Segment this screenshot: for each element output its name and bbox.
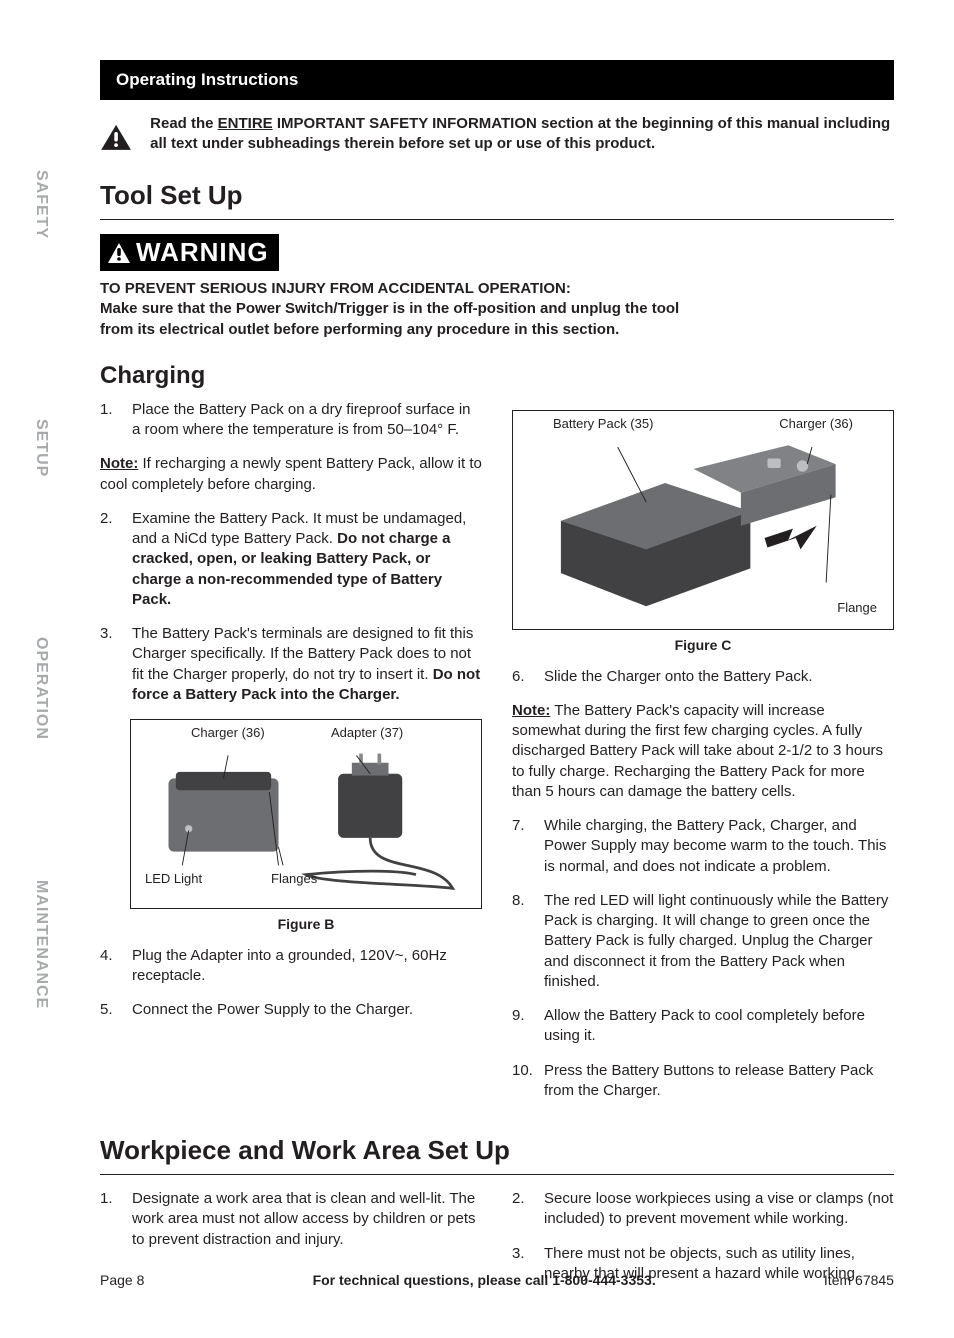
- safety-read-pre: Read the: [150, 115, 218, 132]
- list-item: 1.Place the Battery Pack on a dry firepr…: [100, 400, 482, 441]
- side-tabs: SAFETY SETUP OPERATION MAINTENANCE: [20, 170, 50, 1010]
- note-2: Note: The Battery Pack's capacity will i…: [512, 701, 894, 802]
- charging-left-col: 1.Place the Battery Pack on a dry firepr…: [100, 400, 482, 1115]
- step-num: 10.: [512, 1061, 534, 1102]
- safety-read-entire: ENTIRE: [218, 115, 273, 132]
- figure-c-svg: [523, 421, 883, 621]
- note-label: Note:: [512, 702, 550, 719]
- step-text: While charging, the Battery Pack, Charge…: [544, 816, 894, 877]
- step-num: 1.: [100, 1189, 122, 1250]
- workpiece-left-steps: 1.Designate a work area that is clean an…: [100, 1189, 482, 1250]
- charging-right-col: Battery Pack (35) Charger (36): [512, 400, 894, 1115]
- figc-battery-label: Battery Pack (35): [553, 415, 653, 433]
- footer-page: Page 8: [100, 1272, 144, 1288]
- step-num: 1.: [100, 400, 122, 441]
- charging-right-steps-1: 6. Slide the Charger onto the Battery Pac…: [512, 667, 894, 687]
- side-tab-operation: OPERATION: [20, 637, 50, 740]
- footer-phone: For technical questions, please call 1-8…: [313, 1272, 656, 1288]
- charging-right-steps-2: 7.While charging, the Battery Pack, Char…: [512, 816, 894, 1101]
- figc-charger-label: Charger (36): [779, 415, 853, 433]
- side-tab-setup: SETUP: [20, 419, 50, 477]
- list-item: 2.Examine the Battery Pack. It must be u…: [100, 509, 482, 610]
- warning-triangle-icon: [106, 241, 132, 265]
- list-item: 6. Slide the Charger onto the Battery Pac…: [512, 667, 894, 687]
- safety-read-row: Read the ENTIRE IMPORTANT SAFETY INFORMA…: [100, 114, 894, 162]
- warning-badge: WARNING: [100, 234, 279, 271]
- list-item: 8.The red LED will light continuously wh…: [512, 891, 894, 992]
- step-num: 2.: [100, 509, 122, 610]
- step-text-a: The Battery Pack's terminals are designe…: [132, 625, 473, 683]
- alert-triangle-icon: [100, 114, 132, 162]
- step-text: Secure loose workpieces using a vise or …: [544, 1189, 894, 1230]
- side-tab-maintenance: MAINTENANCE: [20, 880, 50, 1009]
- step-text: Press the Battery Buttons to release Bat…: [544, 1061, 894, 1102]
- step-text: The red LED will light continuously whil…: [544, 891, 894, 992]
- figb-flanges-label: Flanges: [271, 870, 317, 888]
- step-num: 6.: [512, 667, 534, 687]
- figb-charger-label: Charger (36): [191, 724, 265, 742]
- list-item: 9.Allow the Battery Pack to cool complet…: [512, 1006, 894, 1047]
- figure-b-caption: Figure B: [130, 915, 482, 934]
- figure-c-box: Battery Pack (35) Charger (36): [512, 410, 894, 630]
- footer-item: Item 67845: [824, 1272, 894, 1288]
- safety-read-text: Read the ENTIRE IMPORTANT SAFETY INFORMA…: [150, 114, 894, 155]
- warning-line1: Make sure that the Power Switch/Trigger …: [100, 299, 894, 319]
- step-text: Plug the Adapter into a grounded, 120V~,…: [132, 946, 482, 987]
- step-text: Examine the Battery Pack. It must be und…: [132, 509, 482, 610]
- list-item: 4.Plug the Adapter into a grounded, 120V…: [100, 946, 482, 987]
- list-item: 10. Press the Battery Buttons to release …: [512, 1061, 894, 1102]
- warning-line2: from its electrical outlet before perfor…: [100, 320, 894, 340]
- warning-lead: TO PREVENT SERIOUS INJURY FROM ACCIDENTA…: [100, 279, 894, 299]
- step-num: 7.: [512, 816, 534, 877]
- rule-2: [100, 1174, 894, 1175]
- charging-columns: 1.Place the Battery Pack on a dry firepr…: [100, 400, 894, 1115]
- step-text: Designate a work area that is clean and …: [132, 1189, 482, 1250]
- figb-adapter-label: Adapter (37): [331, 724, 403, 742]
- list-item: 5. Connect the Power Supply to the Charge…: [100, 1000, 482, 1020]
- figure-c-caption: Figure C: [512, 636, 894, 655]
- footer: Page 8 For technical questions, please c…: [100, 1272, 894, 1288]
- note-text: The Battery Pack's capacity will increas…: [512, 702, 883, 800]
- step-num: 3.: [100, 624, 122, 705]
- warning-body: TO PREVENT SERIOUS INJURY FROM ACCIDENTA…: [100, 279, 894, 340]
- charging-left-steps-3: 4.Plug the Adapter into a grounded, 120V…: [100, 946, 482, 1021]
- list-item: 1.Designate a work area that is clean an…: [100, 1189, 482, 1250]
- figure-b-box: Charger (36) Adapter (37): [130, 719, 482, 909]
- section-tool-setup: Tool Set Up: [100, 180, 894, 211]
- page: SAFETY SETUP OPERATION MAINTENANCE Opera…: [0, 0, 954, 1338]
- step-text: Connect the Power Supply to the Charger.: [132, 1000, 413, 1020]
- figc-flange-label: Flange: [837, 599, 877, 617]
- step-text: Place the Battery Pack on a dry fireproo…: [132, 400, 482, 441]
- rule-1: [100, 219, 894, 220]
- side-tab-safety: SAFETY: [20, 170, 50, 239]
- section-charging: Charging: [100, 362, 894, 390]
- note-text: If recharging a newly spent Battery Pack…: [100, 455, 482, 492]
- list-item: 2.Secure loose workpieces using a vise o…: [512, 1189, 894, 1230]
- step-num: 5.: [100, 1000, 122, 1020]
- charging-left-steps: 1.Place the Battery Pack on a dry firepr…: [100, 400, 482, 441]
- step-text: Slide the Charger onto the Battery Pack.: [544, 667, 812, 687]
- step-num: 4.: [100, 946, 122, 987]
- step-text: The Battery Pack's terminals are designe…: [132, 624, 482, 705]
- step-num: 8.: [512, 891, 534, 992]
- step-num: 2.: [512, 1189, 534, 1230]
- note-label: Note:: [100, 455, 138, 472]
- section-workpiece: Workpiece and Work Area Set Up: [100, 1135, 894, 1166]
- step-num: 9.: [512, 1006, 534, 1047]
- list-item: 3.The Battery Pack's terminals are desig…: [100, 624, 482, 705]
- header-bar: Operating Instructions: [100, 60, 894, 100]
- warning-label: WARNING: [136, 237, 269, 268]
- list-item: 7.While charging, the Battery Pack, Char…: [512, 816, 894, 877]
- step-text: Allow the Battery Pack to cool completel…: [544, 1006, 894, 1047]
- figb-led-label: LED Light: [145, 870, 202, 888]
- workpiece-right-steps: 2.Secure loose workpieces using a vise o…: [512, 1189, 894, 1284]
- note-1: Note: If recharging a newly spent Batter…: [100, 454, 482, 495]
- charging-left-steps-2: 2.Examine the Battery Pack. It must be u…: [100, 509, 482, 705]
- content: Read the ENTIRE IMPORTANT SAFETY INFORMA…: [100, 114, 894, 1298]
